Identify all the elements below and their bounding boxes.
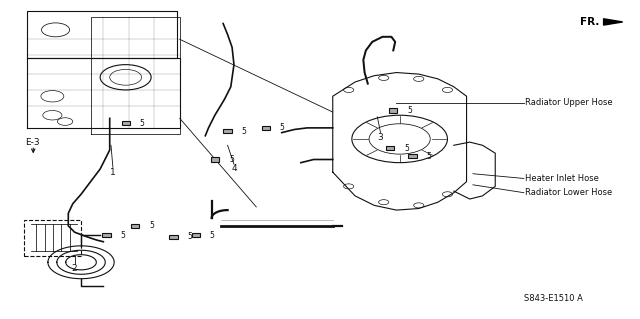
Text: 5: 5 (210, 231, 214, 240)
Text: E-3: E-3 (26, 137, 40, 147)
Text: Radiator Lower Hose: Radiator Lower Hose (525, 188, 612, 197)
Text: Heater Inlet Hose: Heater Inlet Hose (525, 174, 599, 183)
Bar (122, 121, 130, 125)
Text: 1: 1 (110, 168, 116, 177)
Bar (408, 154, 417, 159)
Text: 5: 5 (120, 231, 125, 240)
Bar (102, 233, 111, 237)
Bar (191, 233, 200, 237)
Bar (24, 219, 81, 256)
Text: 5: 5 (242, 127, 246, 136)
Bar (262, 126, 270, 130)
Text: 5: 5 (188, 233, 193, 241)
Bar (170, 235, 177, 239)
Bar (389, 108, 397, 113)
Text: 4: 4 (231, 165, 237, 174)
Text: 5: 5 (426, 152, 431, 161)
Text: 5: 5 (404, 144, 409, 153)
Bar (386, 146, 394, 151)
Text: 5: 5 (149, 221, 154, 230)
Text: 5: 5 (229, 155, 234, 164)
Text: 5: 5 (280, 123, 285, 132)
Bar (131, 224, 140, 228)
Text: S843-E1510 A: S843-E1510 A (524, 294, 583, 303)
Text: 2: 2 (72, 264, 77, 273)
Polygon shape (604, 19, 623, 25)
Text: Radiator Upper Hose: Radiator Upper Hose (525, 98, 613, 107)
Bar (223, 129, 232, 133)
Text: 5: 5 (407, 106, 412, 115)
Text: FR.: FR. (580, 17, 599, 27)
Bar (211, 158, 219, 161)
Text: 5: 5 (140, 119, 145, 128)
Text: 3: 3 (378, 133, 383, 142)
